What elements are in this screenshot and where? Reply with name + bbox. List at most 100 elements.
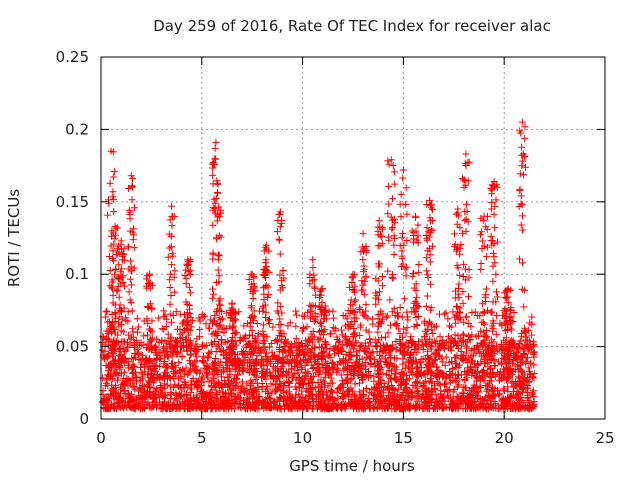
data-point — [186, 267, 194, 275]
data-point — [176, 326, 184, 334]
data-point — [525, 364, 533, 372]
data-point — [375, 217, 383, 225]
data-point — [481, 293, 489, 301]
data-point — [516, 380, 524, 388]
data-point — [131, 350, 139, 358]
data-point — [449, 370, 457, 378]
data-point — [439, 343, 447, 351]
data-point — [228, 342, 236, 350]
data-point — [338, 326, 346, 334]
data-point — [518, 162, 526, 170]
data-point — [210, 379, 218, 387]
data-point — [384, 383, 392, 391]
data-point — [261, 271, 269, 279]
data-point — [447, 343, 455, 351]
data-point — [280, 382, 288, 390]
data-point — [308, 378, 316, 386]
data-point — [128, 307, 136, 315]
data-point — [316, 367, 324, 375]
data-point — [324, 352, 332, 360]
data-point — [138, 360, 146, 368]
data-point — [309, 390, 317, 398]
data-point — [212, 395, 220, 403]
data-point — [125, 364, 133, 372]
data-point — [181, 367, 189, 375]
data-point — [319, 285, 327, 293]
data-point — [209, 160, 217, 168]
data-point — [118, 403, 126, 411]
data-point — [410, 228, 418, 236]
data-point — [372, 300, 380, 308]
data-point — [339, 383, 347, 391]
data-point — [117, 321, 125, 329]
data-point — [456, 271, 464, 279]
data-point — [276, 327, 284, 335]
data-point — [484, 397, 492, 405]
data-point — [374, 242, 382, 250]
data-point — [171, 395, 179, 403]
data-point — [421, 377, 429, 385]
data-point — [133, 346, 141, 354]
y-axis-label: ROTI / TECUs — [5, 189, 23, 287]
data-point — [160, 360, 168, 368]
data-point — [492, 330, 500, 338]
data-point — [389, 362, 397, 370]
data-point — [101, 313, 109, 321]
data-point — [163, 401, 171, 409]
data-point — [479, 342, 487, 350]
data-point — [126, 227, 134, 235]
data-point — [182, 280, 190, 288]
data-point — [318, 354, 326, 362]
data-point — [410, 299, 418, 307]
data-point — [311, 302, 319, 310]
data-point — [424, 347, 432, 355]
data-point — [284, 338, 292, 346]
data-point — [183, 311, 191, 319]
data-point — [256, 361, 264, 369]
data-point — [180, 392, 188, 400]
data-point — [317, 376, 325, 384]
data-point — [523, 358, 531, 366]
data-point — [152, 344, 160, 352]
data-point — [468, 367, 476, 375]
data-point — [167, 374, 175, 382]
data-point — [329, 324, 337, 332]
data-point — [167, 347, 175, 355]
data-point — [222, 354, 230, 362]
data-point — [110, 346, 118, 354]
data-point — [400, 241, 408, 249]
data-point — [427, 394, 435, 402]
data-point — [316, 328, 324, 336]
data-point — [213, 235, 221, 243]
data-point — [238, 348, 246, 356]
data-point — [522, 328, 530, 336]
data-point — [293, 346, 301, 354]
data-point — [259, 321, 267, 329]
data-point — [146, 401, 154, 409]
data-point — [467, 394, 475, 402]
data-point — [313, 405, 321, 413]
data-point — [460, 260, 468, 268]
data-point — [406, 367, 414, 375]
data-point — [338, 347, 346, 355]
data-point — [269, 323, 277, 331]
data-point — [292, 322, 300, 330]
data-point — [199, 388, 207, 396]
data-point — [214, 189, 222, 197]
plot-frame — [100, 56, 606, 420]
data-point — [468, 331, 476, 339]
data-point — [291, 340, 299, 348]
data-point — [299, 312, 307, 320]
data-point — [107, 147, 115, 155]
data-point — [164, 253, 172, 261]
data-point — [214, 305, 222, 313]
data-point — [461, 160, 469, 168]
data-point — [126, 380, 134, 388]
data-point — [171, 380, 179, 388]
data-point — [360, 262, 368, 270]
data-point — [110, 404, 118, 412]
data-point — [400, 325, 408, 333]
data-point — [249, 369, 257, 377]
data-point — [409, 269, 417, 277]
data-point — [429, 242, 437, 250]
